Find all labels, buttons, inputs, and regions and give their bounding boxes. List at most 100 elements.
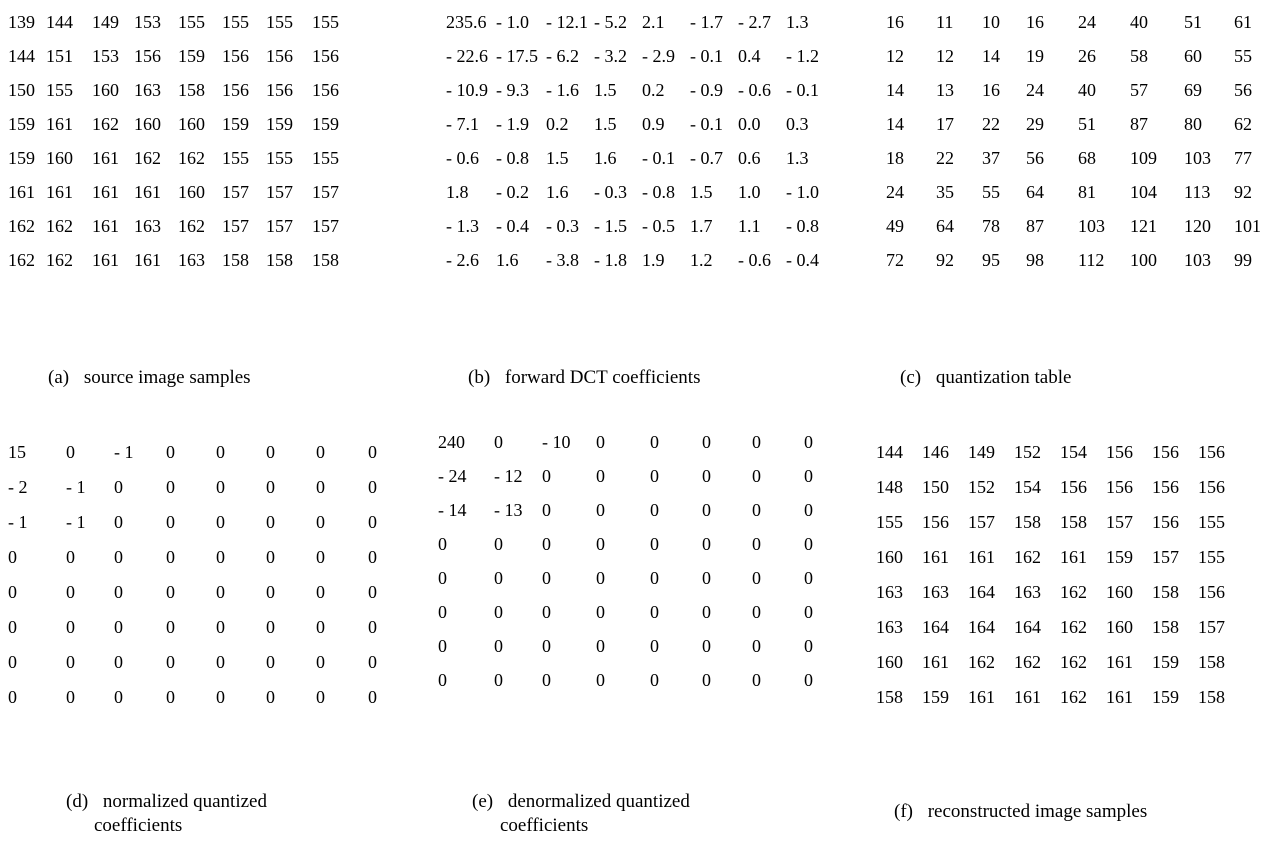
- caption-d: (d) normalized quantized coefficients: [66, 790, 406, 838]
- matrix-cell: 158: [1198, 652, 1225, 672]
- matrix-cell: 0: [804, 636, 813, 656]
- matrix-cell: 69: [1184, 80, 1202, 100]
- matrix-cell: 161: [1106, 652, 1133, 672]
- caption-b-label: (b): [468, 367, 491, 388]
- matrix-row: - 0.6 - 0.8 1.5 1.6 - 0.1 - 0.7 0.6 1.3: [446, 144, 846, 172]
- matrix-cell: 68: [1078, 148, 1096, 168]
- matrix-cell: 0: [266, 512, 275, 532]
- matrix-row: 0 0 0 0 0 0 0 0: [8, 543, 408, 571]
- matrix-cell: - 1.6: [546, 80, 579, 100]
- matrix-cell: 159: [1152, 652, 1179, 672]
- matrix-row: 14 13 16 24 40 57 69 56: [886, 76, 1276, 104]
- matrix-b: 235.6 - 1.0 - 12.1 - 5.2 2.1 - 1.7 - 2.7 1.3 - 2…: [446, 8, 846, 298]
- matrix-cell: 162: [46, 250, 73, 270]
- matrix-f: 144 146 149 152 154 156 156 156 148 150 152 154 156 1…: [876, 438, 1276, 738]
- matrix-cell: - 12.1: [546, 12, 588, 32]
- matrix-cell: 0: [316, 617, 325, 637]
- matrix-cell: 103: [1078, 216, 1105, 236]
- matrix-cell: 11: [936, 12, 954, 32]
- matrix-row: 160 161 162 162 162 161 159 158: [876, 648, 1276, 676]
- matrix-row: - 1 - 1 0 0 0 0 0 0: [8, 508, 408, 536]
- matrix-cell: 0: [368, 582, 377, 602]
- matrix-cell: 162: [46, 216, 73, 236]
- matrix-cell: 0: [368, 617, 377, 637]
- matrix-cell: - 10.9: [446, 80, 488, 100]
- matrix-cell: 156: [1198, 442, 1225, 462]
- matrix-cell: - 1.5: [594, 216, 627, 236]
- matrix-cell: - 0.9: [690, 80, 723, 100]
- matrix-cell: 162: [968, 652, 995, 672]
- matrix-cell: 1.1: [738, 216, 761, 236]
- matrix-cell: 0: [216, 582, 225, 602]
- matrix-cell: - 10: [542, 432, 571, 452]
- matrix-cell: 158: [1198, 687, 1225, 707]
- matrix-cell: 161: [1014, 687, 1041, 707]
- matrix-cell: 163: [1014, 582, 1041, 602]
- matrix-cell: 0: [216, 617, 225, 637]
- matrix-cell: - 1: [8, 512, 28, 532]
- matrix-cell: 0: [596, 568, 605, 588]
- matrix-cell: 81: [1078, 182, 1096, 202]
- matrix-e: 240 0- 10 0 0 0 0 0- 24- 12 0 0 0 0 0 0- 14- 13 0 0 0 0 0…: [438, 428, 838, 718]
- matrix-cell: 24: [1078, 12, 1096, 32]
- matrix-cell: 0: [166, 687, 175, 707]
- matrix-cell: - 1.0: [496, 12, 529, 32]
- matrix-cell: 159: [266, 114, 293, 134]
- matrix-cell: 155: [266, 12, 293, 32]
- matrix-cell: 157: [222, 182, 249, 202]
- matrix-cell: 0: [66, 652, 75, 672]
- matrix-cell: 160: [876, 547, 903, 567]
- matrix-cell: 0: [66, 547, 75, 567]
- matrix-cell: 0: [114, 582, 123, 602]
- matrix-cell: 0: [166, 582, 175, 602]
- matrix-cell: 0: [542, 670, 551, 690]
- caption-f-label: (f): [894, 801, 913, 822]
- caption-a-label: (a): [48, 367, 70, 388]
- matrix-cell: 160: [876, 652, 903, 672]
- matrix-cell: 156: [134, 46, 161, 66]
- matrix-row: 160 161 161 162 161 159 157 155: [876, 543, 1276, 571]
- caption-e-text: denormalized quantized: [507, 791, 690, 812]
- matrix-cell: 56: [1234, 80, 1252, 100]
- matrix-cell: 0.6: [738, 148, 761, 168]
- matrix-cell: 157: [222, 216, 249, 236]
- matrix-row: - 7.1 - 1.9 0.2 1.5 0.9 - 0.1 0.0 0.3: [446, 110, 846, 138]
- matrix-row: 161 161 161 161 160 157 157 157: [8, 178, 408, 206]
- matrix-row: 16 11 10 16 24 40 51 61: [886, 8, 1276, 36]
- matrix-cell: 161: [46, 114, 73, 134]
- matrix-row: 155 156 157 158 158 157 156 155: [876, 508, 1276, 536]
- matrix-cell: 0: [216, 652, 225, 672]
- matrix-row: 0 0 0 0 0 0 0 0: [438, 632, 838, 660]
- matrix-cell: 154: [1014, 477, 1041, 497]
- matrix-cell: 0: [542, 500, 551, 520]
- matrix-cell: - 0.3: [594, 182, 627, 202]
- matrix-cell: 155: [876, 512, 903, 532]
- matrix-cell: - 17.5: [496, 46, 538, 66]
- matrix-cell: 0: [114, 687, 123, 707]
- matrix-cell: 92: [936, 250, 954, 270]
- matrix-cell: 0: [542, 636, 551, 656]
- matrix-cell: 155: [312, 12, 339, 32]
- matrix-cell: 62: [1234, 114, 1252, 134]
- matrix-cell: - 0.3: [546, 216, 579, 236]
- matrix-cell: 158: [178, 80, 205, 100]
- matrix-a: 139 144 149 153 155 155 155 155 144 151 153 156 159 1…: [8, 8, 408, 298]
- matrix-cell: 0: [702, 670, 711, 690]
- matrix-cell: 0: [752, 568, 761, 588]
- matrix-cell: 0: [702, 432, 711, 452]
- matrix-cell: 2.1: [642, 12, 665, 32]
- matrix-cell: 162: [134, 148, 161, 168]
- matrix-cell: 159: [178, 46, 205, 66]
- matrix-cell: 0: [316, 652, 325, 672]
- matrix-cell: - 5.2: [594, 12, 627, 32]
- matrix-row: 159 161 162 160 160 159 159 159: [8, 110, 408, 138]
- matrix-cell: 159: [222, 114, 249, 134]
- matrix-cell: 121: [1130, 216, 1157, 236]
- matrix-cell: 0: [8, 652, 17, 672]
- matrix-row: - 24 - 12 0 0 0 0 0 0: [438, 462, 838, 490]
- matrix-cell: 0: [216, 442, 225, 462]
- matrix-row: 0 0 0 0 0 0 0 0: [438, 564, 838, 592]
- matrix-cell: 0: [438, 602, 447, 622]
- matrix-cell: 0: [316, 687, 325, 707]
